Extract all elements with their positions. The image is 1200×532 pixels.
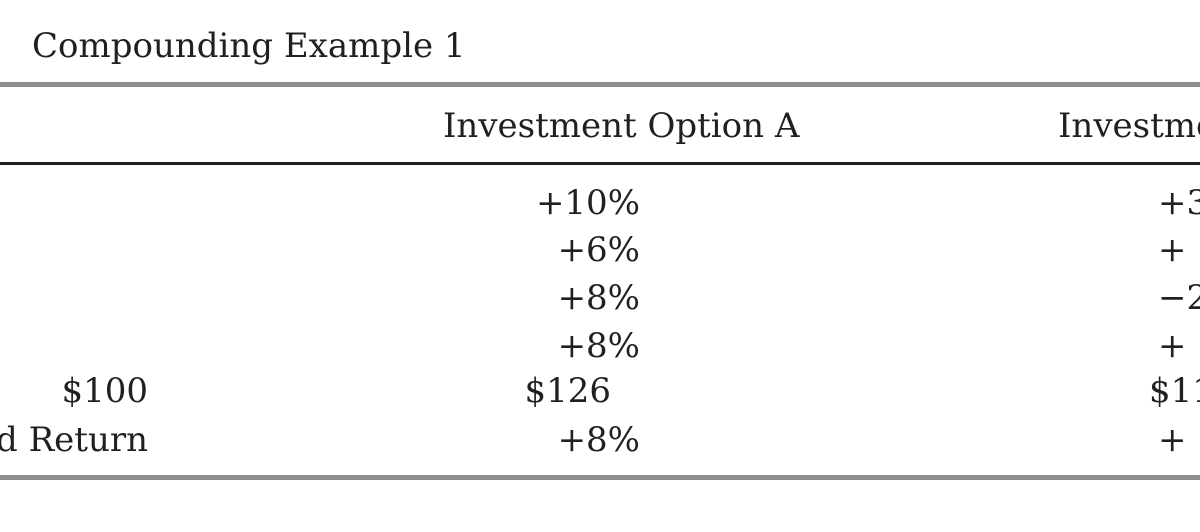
option-a-value: $126: [524, 371, 611, 411]
header-rule: [0, 162, 1200, 165]
table-title: Compounding Example 1: [32, 26, 466, 66]
column-header-option-a: Investment Option A: [443, 106, 800, 146]
option-b-value: $11: [1149, 371, 1200, 411]
row-label: $100: [61, 371, 148, 411]
option-a-value: +6%: [557, 230, 640, 270]
option-b-value: +: [1158, 326, 1187, 366]
option-b-value: −2: [1158, 278, 1200, 318]
option-a-value: +8%: [557, 420, 640, 460]
table-bottom-rule: [0, 475, 1200, 480]
option-a-value: +8%: [557, 326, 640, 366]
option-b-value: +3: [1158, 183, 1200, 223]
option-b-value: +: [1158, 230, 1187, 270]
option-a-value: +10%: [535, 183, 640, 223]
option-b-value: +: [1158, 420, 1187, 460]
option-a-value: +8%: [557, 278, 640, 318]
table-top-rule: [0, 82, 1200, 87]
column-header-option-b: Investmer: [1058, 106, 1200, 146]
row-label: ed Return: [0, 420, 148, 460]
